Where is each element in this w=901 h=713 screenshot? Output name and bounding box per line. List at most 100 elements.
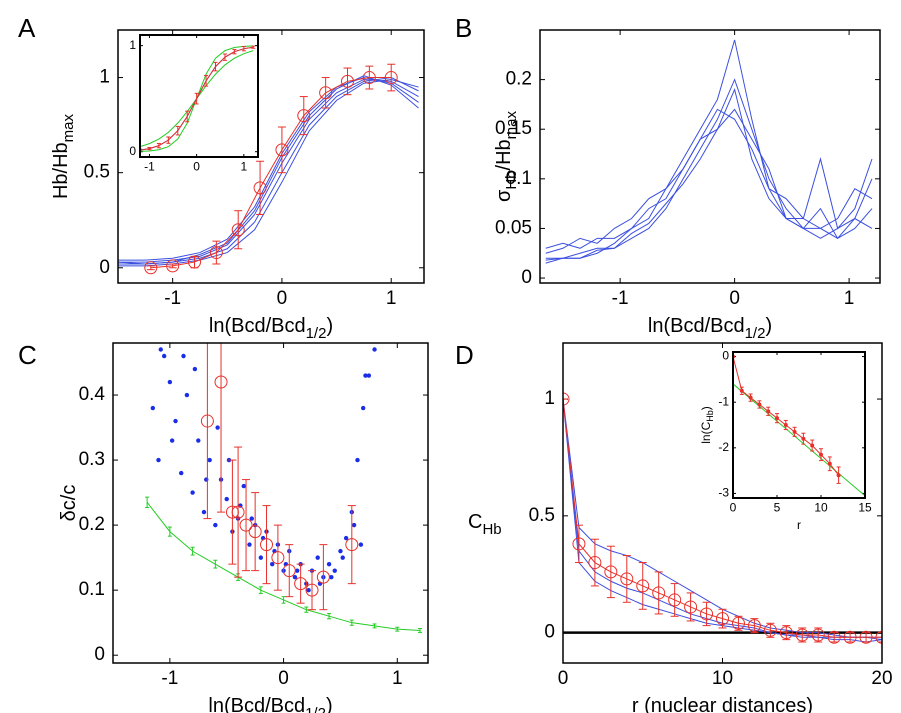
- marker: [636, 579, 650, 593]
- marker: [239, 518, 253, 532]
- y-tick-label: 1: [544, 388, 555, 409]
- label-part: Hb/Hb: [50, 142, 72, 199]
- label-part: max: [60, 113, 77, 142]
- dot: [241, 483, 246, 489]
- error-bar: [750, 618, 759, 634]
- dot: [258, 555, 264, 560]
- error-bar: [232, 49, 237, 55]
- dot: [196, 438, 201, 443]
- dot: [338, 548, 343, 554]
- error-bar: [327, 613, 332, 620]
- x-tick-label: 0: [558, 668, 569, 689]
- y-tick-label: 0.2: [506, 69, 532, 90]
- error-bar: [222, 53, 227, 61]
- dot: [783, 423, 788, 427]
- error-bar: [241, 46, 246, 52]
- y-tick-label: 1: [99, 67, 110, 88]
- marker: [200, 414, 214, 428]
- error-bar: [166, 136, 171, 144]
- panel-label: B: [455, 13, 472, 43]
- panel-label: D: [455, 340, 474, 370]
- dot: [295, 568, 300, 573]
- error-bar: [846, 632, 855, 643]
- error-bar: [606, 545, 615, 599]
- x-tick-label: 20: [871, 668, 892, 689]
- error-bar: [146, 265, 155, 271]
- x-tick-label: 0: [278, 668, 289, 689]
- label-part: Hb: [706, 410, 716, 422]
- y-axis-label: ln(CHb): [699, 406, 715, 444]
- dot: [757, 402, 762, 407]
- error-bar: [156, 143, 161, 149]
- dot: [351, 522, 357, 528]
- dot: [836, 473, 841, 478]
- y-tick-label: 0: [99, 257, 110, 278]
- dot: [213, 522, 218, 528]
- axes: -1 0 1 0 0.05 0.1 0.15 0.2 ln(Bcd/Bcd1/2) σHb/Hbm…: [455, 13, 881, 342]
- marker: [588, 556, 602, 570]
- plot-area: [145, 343, 423, 633]
- axes-frame: [117, 29, 425, 284]
- plot-area: [733, 354, 865, 497]
- dot: [739, 388, 744, 393]
- marker: [779, 626, 793, 640]
- error-bar: [365, 65, 374, 90]
- dot: [161, 353, 167, 359]
- label-part: Hb: [503, 170, 520, 189]
- dot: [167, 379, 173, 385]
- label-part: r: [797, 518, 801, 532]
- marker: [231, 505, 245, 519]
- axes-frame: [112, 342, 429, 664]
- marker: [859, 630, 873, 644]
- error-bar: [175, 125, 180, 136]
- error-bar: [878, 632, 882, 643]
- x-tick-label: 15: [858, 500, 872, 514]
- x-tick-label: -1: [161, 668, 178, 689]
- panel-label: A: [18, 13, 36, 43]
- error-bar: [140, 148, 142, 152]
- label-part: ln(Bcd/Bcd: [208, 695, 305, 713]
- dot: [810, 443, 815, 448]
- error-bar: [654, 571, 663, 615]
- series-line: [733, 383, 865, 497]
- x-tick-label: 0: [193, 159, 200, 173]
- y-axis-label: σHb/Hbmax: [493, 111, 520, 202]
- y-tick-label: 0.5: [529, 505, 555, 526]
- marker: [275, 143, 289, 157]
- plot-area: [563, 392, 882, 644]
- error-bar: [670, 583, 679, 617]
- dot: [184, 392, 190, 398]
- x-tick-label: 5: [774, 500, 781, 514]
- dot: [372, 347, 377, 352]
- marker: [305, 583, 319, 597]
- label-part: /Hb: [493, 139, 515, 170]
- error-bar: [285, 544, 294, 598]
- dot: [775, 416, 779, 421]
- axes-frame: [139, 34, 259, 158]
- y-tick-label: 0.4: [79, 384, 106, 405]
- error-bar: [349, 619, 354, 626]
- dot: [181, 353, 186, 359]
- y-axis-label: δc/c: [58, 485, 80, 522]
- error-bar: [321, 77, 330, 109]
- error-bar: [782, 625, 791, 641]
- error-bar: [256, 160, 265, 216]
- y-axis-label: CHb: [468, 511, 502, 538]
- error-bar: [262, 505, 271, 585]
- dot: [326, 561, 332, 567]
- plot-area: [118, 63, 419, 275]
- y-tick-label: -1: [718, 394, 729, 408]
- dot: [173, 418, 178, 424]
- marker: [225, 505, 239, 519]
- y-tick-label: -2: [718, 440, 729, 454]
- y-tick-label: 0: [94, 644, 105, 665]
- marker: [282, 564, 296, 578]
- dot: [827, 461, 832, 466]
- label-part: ln(C: [699, 421, 713, 443]
- marker: [341, 74, 354, 88]
- error-bar: [372, 623, 377, 629]
- error-bar: [830, 632, 839, 643]
- label-part: 1/2: [745, 325, 766, 342]
- error-bar: [387, 63, 396, 92]
- y-tick-label: 0.3: [79, 449, 105, 470]
